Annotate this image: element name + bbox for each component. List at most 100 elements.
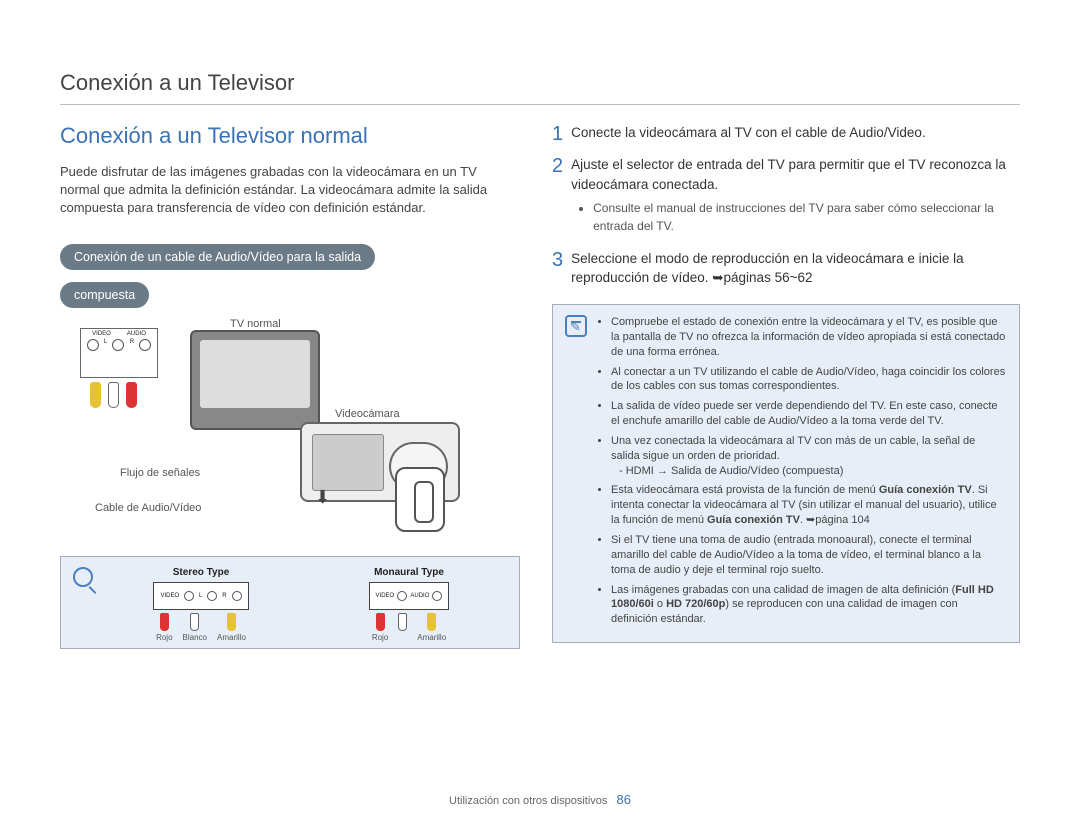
rca-white-icon <box>190 613 199 631</box>
rca-white-icon <box>398 613 407 631</box>
chapter-title: Conexión a un Televisor <box>60 70 1020 96</box>
jack-video-label: VIDEO <box>376 593 395 599</box>
rca-red-icon <box>160 613 169 631</box>
step-text: Conecte la videocámara al TV con el cabl… <box>571 123 925 145</box>
note-item: La salida de vídeo puede ser verde depen… <box>611 399 1007 429</box>
jack-video-label: VIDEO <box>160 593 179 599</box>
page-number: 86 <box>616 792 630 807</box>
intro-paragraph: Puede disfrutar de las imágenes grabadas… <box>60 163 520 218</box>
signal-flow-label: Flujo de señales <box>120 467 200 479</box>
step-number: 3 <box>552 249 563 288</box>
jack-hole-icon <box>232 591 242 601</box>
step-body: Ajuste el selector de entrada del TV par… <box>571 155 1020 239</box>
jack-hole-icon <box>112 339 124 351</box>
footer-text: Utilización con otros dispositivos <box>449 795 607 807</box>
subsection-pill: Conexión de un cable de Audio/Vídeo para… <box>60 244 520 323</box>
manual-page: Conexión a un Televisor Conexión a un Te… <box>0 0 1080 689</box>
pill-line-2: compuesta <box>60 282 149 308</box>
bold-format2: HD 720/60p <box>666 598 725 610</box>
connector-type-panel: Stereo Type VIDEO L R Rojo <box>60 556 520 649</box>
note-item: Compruebe el estado de conexión entre la… <box>611 315 1007 360</box>
rca-yellow-column: Amarillo <box>217 613 246 642</box>
note-item: Al conectar a un TV utilizando el cable … <box>611 365 1007 395</box>
cable-label: Cable de Audio/Vídeo <box>95 502 201 514</box>
rca-white-column: Blanco <box>183 613 207 642</box>
plug-yellow-label: Amarillo <box>417 633 446 642</box>
jack-l-label: L <box>199 593 202 599</box>
plug-white-label: Blanco <box>183 633 207 642</box>
notes-list: Compruebe el estado de conexión entre la… <box>597 315 1007 632</box>
rca-yellow-column: Amarillo <box>417 613 446 642</box>
sub-bullet: Consulte el manual de instrucciones del … <box>593 200 1020 235</box>
jack-hole-icon <box>432 591 442 601</box>
rca-plugs-icon <box>90 382 137 408</box>
jack-r-label: R <box>222 593 226 599</box>
camcorder-label: Videocámara <box>335 408 400 420</box>
plug-red-label: Rojo <box>156 633 172 642</box>
divider <box>60 104 1020 105</box>
rca-yellow-icon <box>227 613 236 631</box>
right-column: 1 Conecte la videocámara al TV con el ca… <box>552 123 1020 649</box>
arrow-down-icon: ⬇ <box>315 487 330 508</box>
type-columns: Stereo Type VIDEO L R Rojo <box>103 567 507 642</box>
stereo-jack-box: VIDEO L R <box>153 582 249 610</box>
jack-hole-icon <box>87 339 99 351</box>
rca-yellow-icon <box>90 382 101 408</box>
step-2: 2 Ajuste el selector de entrada del TV p… <box>552 155 1020 239</box>
notes-panel: Compruebe el estado de conexión entre la… <box>552 304 1020 643</box>
monaural-rca-row: Rojo Amarillo <box>311 613 507 642</box>
note-item: Las imágenes grabadas con una calidad de… <box>611 583 1007 628</box>
note-item: Esta videocámara está provista de la fun… <box>611 483 1007 528</box>
note-sub: - HDMI → Salida de Audio/Vídeo (compuest… <box>619 464 1007 479</box>
rca-jack-panel: VIDEO AUDIO L R <box>80 328 158 378</box>
jack-hole-icon <box>397 591 407 601</box>
instruction-steps: 1 Conecte la videocámara al TV con el ca… <box>552 123 1020 288</box>
stereo-type-column: Stereo Type VIDEO L R Rojo <box>103 567 299 642</box>
monaural-title: Monaural Type <box>311 567 507 578</box>
jack-audio-label: AUDIO <box>410 593 429 599</box>
step-1: 1 Conecte la videocámara al TV con el ca… <box>552 123 1020 145</box>
magnifier-icon <box>73 567 93 587</box>
port-callout-icon <box>395 467 445 532</box>
step-number: 2 <box>552 155 563 239</box>
note-text: Una vez conectada la videocámara al TV c… <box>611 435 975 462</box>
step-number: 1 <box>552 123 563 145</box>
step-3: 3 Seleccione el modo de reproducción en … <box>552 249 1020 288</box>
rca-white-icon <box>108 382 119 408</box>
rca-red-column: Rojo <box>156 613 172 642</box>
connection-diagram: TV normal VIDEO AUDIO L R <box>60 322 520 552</box>
rca-red-icon <box>376 613 385 631</box>
step-sub-bullets: Consulte el manual de instrucciones del … <box>593 200 1020 235</box>
bold-guia: Guía conexión TV <box>879 484 972 496</box>
note-item: Si el TV tiene una toma de audio (entrad… <box>611 533 1007 578</box>
jack-r-label: R <box>130 339 134 351</box>
tv-icon <box>190 330 320 430</box>
jack-l-label: L <box>104 339 107 351</box>
stereo-rca-row: Rojo Blanco Amarillo <box>103 613 299 642</box>
rca-yellow-icon <box>427 613 436 631</box>
bold-guia: Guía conexión TV <box>707 514 800 526</box>
plug-red-label: Rojo <box>372 633 388 642</box>
rca-red-column: Rojo <box>372 613 388 642</box>
note-item: Una vez conectada la videocámara al TV c… <box>611 434 1007 479</box>
rca-white-column <box>398 613 407 642</box>
jack-video-label: VIDEO <box>92 331 111 337</box>
step-text: Ajuste el selector de entrada del TV par… <box>571 157 1006 192</box>
jack-hole-icon <box>184 591 194 601</box>
two-column-layout: Conexión a un Televisor normal Puede dis… <box>60 123 1020 649</box>
section-title: Conexión a un Televisor normal <box>60 123 520 149</box>
monaural-jack-box: VIDEO AUDIO <box>369 582 449 610</box>
jack-audio-label: AUDIO <box>127 331 146 337</box>
jack-hole-icon <box>207 591 217 601</box>
page-footer: Utilización con otros dispositivos 86 <box>0 792 1080 807</box>
jack-hole-icon <box>139 339 151 351</box>
rca-red-icon <box>126 382 137 408</box>
pill-line-1: Conexión de un cable de Audio/Vídeo para… <box>60 244 375 270</box>
stereo-title: Stereo Type <box>103 567 299 578</box>
note-icon <box>565 315 587 337</box>
monaural-type-column: Monaural Type VIDEO AUDIO Rojo <box>311 567 507 642</box>
left-column: Conexión a un Televisor normal Puede dis… <box>60 123 520 649</box>
step-text: Seleccione el modo de reproducción en la… <box>571 249 1020 288</box>
plug-yellow-label: Amarillo <box>217 633 246 642</box>
tv-label: TV normal <box>230 318 281 330</box>
